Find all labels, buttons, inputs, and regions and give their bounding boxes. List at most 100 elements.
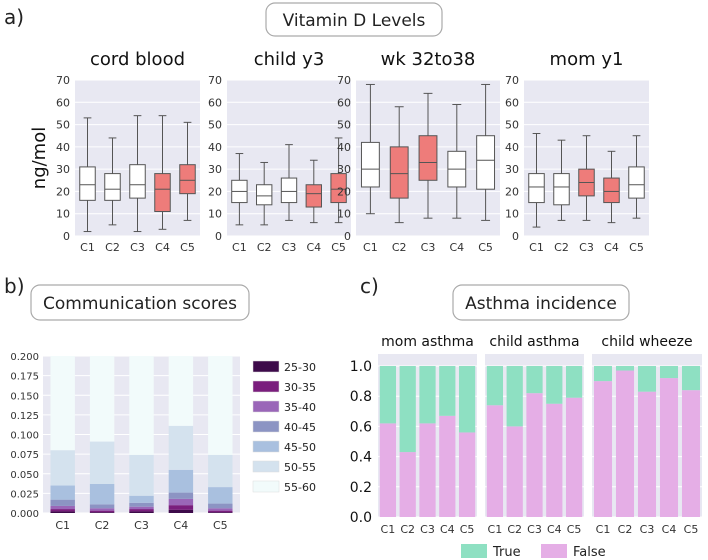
y-tick-label: 70 <box>337 74 351 87</box>
y-tick-label: 0.150 <box>10 391 39 402</box>
legend-swatch <box>252 440 280 453</box>
box-body <box>330 173 347 204</box>
bar-segment-true <box>379 366 397 424</box>
bar-segment-40-45 <box>129 502 154 507</box>
bar-segment-35-40 <box>168 498 194 506</box>
x-tick-label: C5 <box>460 523 475 536</box>
asthma-panel-2: child asthma C1 C2 C3 C4 C5 <box>485 334 584 536</box>
y-tick-label: 0.4 <box>350 450 372 466</box>
bar-segment-true <box>399 366 416 453</box>
x-tick-label: C2 <box>400 523 415 536</box>
x-tick-label: C5 <box>180 241 195 254</box>
x-tick-label: C4 <box>604 241 619 254</box>
bar-segment-false <box>399 452 416 517</box>
x-tick-label: C4 <box>440 523 455 536</box>
box-body <box>389 146 409 199</box>
box-C4 <box>154 115 171 230</box>
y-tick-label: 60 <box>337 96 351 109</box>
box-C5 <box>628 135 645 219</box>
bar-segment-55-60 <box>208 356 233 455</box>
y-tick-label: 10 <box>505 208 519 221</box>
box-C4 <box>603 150 620 224</box>
bar-segment-40-45 <box>50 499 75 506</box>
bar-segment-50-55 <box>50 450 75 486</box>
x-tick-label: C2 <box>507 523 522 536</box>
bar-segment-45-50 <box>129 495 154 503</box>
box-C2 <box>256 161 273 226</box>
bar-segment-55-60 <box>168 356 194 426</box>
bar-segment-35-40 <box>208 508 233 511</box>
box-body <box>603 177 620 204</box>
box-C2 <box>553 139 570 221</box>
x-tick-label: C3 <box>134 519 149 532</box>
panel-title: wk 32to38 <box>381 49 476 70</box>
panel-label-c: c) <box>360 274 379 298</box>
x-tick-label: C4 <box>662 523 677 536</box>
box-body <box>256 184 273 206</box>
legend-label: 25-30 <box>284 361 316 374</box>
y-tick-label: 0.175 <box>10 372 39 383</box>
bar-segment-true <box>486 366 504 406</box>
box-body <box>129 164 146 199</box>
bar-segment-true <box>458 366 476 433</box>
y-tick-label: 60 <box>505 96 519 109</box>
x-tick-label: C5 <box>213 519 228 532</box>
legend-swatch-false <box>541 544 567 558</box>
x-tick-label: C5 <box>478 241 493 254</box>
y-axis-label: ng/mol <box>29 127 50 189</box>
x-tick-label: C3 <box>282 241 297 254</box>
bar-segment-45-50 <box>208 487 233 504</box>
bar-segment-false <box>593 381 613 517</box>
bar-segment-false <box>615 370 635 517</box>
bar-segment-false <box>379 423 397 517</box>
y-tick-label: 30 <box>505 163 519 176</box>
box-C2 <box>389 106 409 224</box>
bar-segment-30-35 <box>168 505 194 510</box>
section-title-vitamin-d: Vitamin D Levels <box>283 11 426 31</box>
bar-segment-35-40 <box>50 505 75 510</box>
legend-label: 30-35 <box>284 381 316 394</box>
y-tick-label: 10 <box>337 208 351 221</box>
y-tick-label: 40 <box>56 141 70 154</box>
y-tick-label: 20 <box>505 185 519 198</box>
bar-segment-true <box>565 366 583 398</box>
bar-segment-50-55 <box>168 425 194 470</box>
x-tick-label: C5 <box>684 523 699 536</box>
y-tick-label: 50 <box>208 119 222 132</box>
x-tick-label: C3 <box>130 241 145 254</box>
box-body <box>104 173 121 201</box>
bar-segment-true <box>659 366 679 379</box>
box-C3 <box>418 92 438 219</box>
panel-title: mom y1 <box>550 49 624 70</box>
panel-title: cord blood <box>90 49 185 70</box>
bar-segment-25-30 <box>168 509 194 513</box>
x-tick-label: C5 <box>567 523 582 536</box>
x-tick-label: C1 <box>363 241 378 254</box>
box-C4 <box>305 159 322 224</box>
bar-segment-true <box>681 366 701 391</box>
x-tick-label: C2 <box>105 241 120 254</box>
bar-segment-false <box>681 390 701 517</box>
section-title-communication: Communication scores <box>43 294 237 314</box>
box-body <box>79 166 96 201</box>
y-tick-label: 0.125 <box>10 411 39 422</box>
x-tick-label: C5 <box>331 241 346 254</box>
y-tick-label: 70 <box>208 74 222 87</box>
legend-label: 40-45 <box>284 421 316 434</box>
bar-segment-25-30 <box>50 511 75 513</box>
box-C5 <box>179 121 196 221</box>
y-tick-label: 1.0 <box>350 359 372 375</box>
panel-title: child asthma <box>489 334 579 350</box>
box-C3 <box>280 144 298 221</box>
section-title-asthma: Asthma incidence <box>465 294 617 314</box>
x-tick-label: C2 <box>392 241 407 254</box>
title-box-a <box>265 2 443 37</box>
x-tick-label: C1 <box>55 519 70 532</box>
legend-swatch <box>252 380 280 393</box>
x-tick-label: C3 <box>640 523 655 536</box>
x-tick-label: C2 <box>257 241 272 254</box>
bar-segment-true <box>506 366 523 427</box>
bar-segment-false <box>637 391 657 517</box>
title-box-c <box>452 284 630 321</box>
bar-segment-true <box>526 366 543 394</box>
